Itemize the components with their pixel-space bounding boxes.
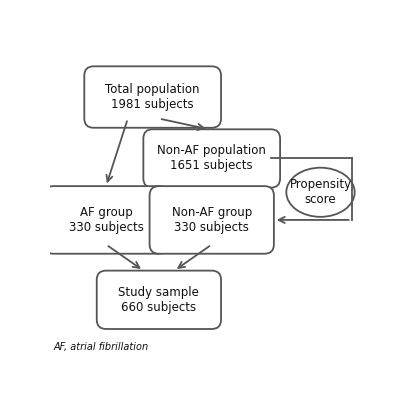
FancyBboxPatch shape (44, 186, 168, 254)
Ellipse shape (286, 168, 355, 217)
Text: AF, atrial fibrillation: AF, atrial fibrillation (53, 342, 148, 352)
Text: AF group
330 subjects: AF group 330 subjects (69, 206, 144, 234)
Text: Propensity
score: Propensity score (290, 178, 352, 206)
FancyBboxPatch shape (97, 271, 221, 329)
FancyBboxPatch shape (144, 129, 280, 188)
Text: Non-AF population
1651 subjects: Non-AF population 1651 subjects (157, 144, 266, 172)
FancyBboxPatch shape (150, 186, 274, 254)
Text: Total population
1981 subjects: Total population 1981 subjects (105, 83, 200, 111)
Text: Study sample
660 subjects: Study sample 660 subjects (118, 286, 199, 314)
FancyBboxPatch shape (84, 66, 221, 128)
Text: Non-AF group
330 subjects: Non-AF group 330 subjects (172, 206, 252, 234)
